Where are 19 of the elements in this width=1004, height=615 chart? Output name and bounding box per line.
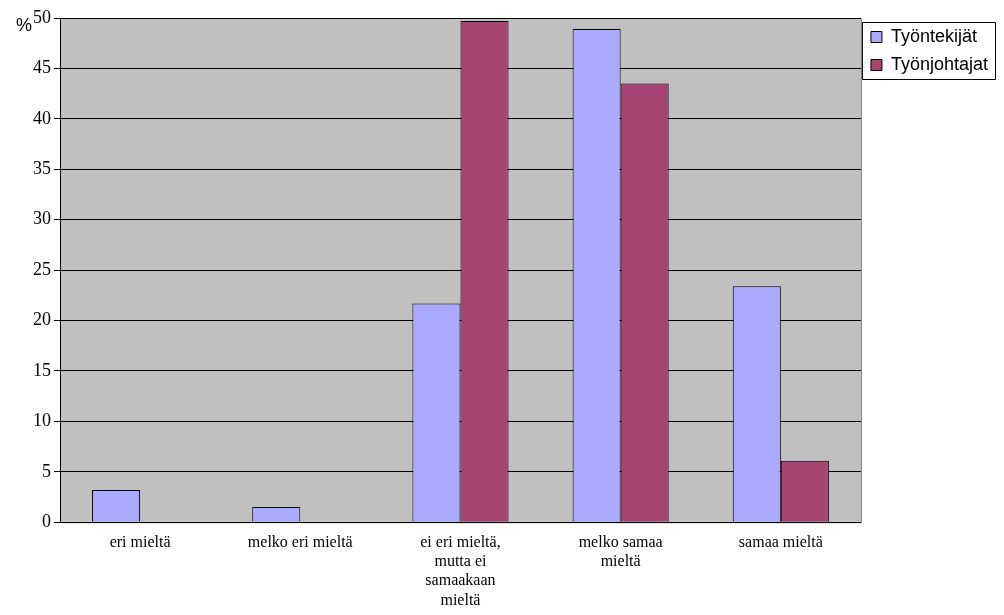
y-tick-label: 10 (33, 410, 51, 431)
x-tick-label: eri mieltä (109, 533, 171, 550)
y-tick-label: 20 (33, 309, 51, 330)
y-tick-label: 45 (33, 57, 51, 78)
x-tick-label: melko samaa mieltä (578, 533, 663, 570)
y-tick-label: 35 (33, 157, 51, 178)
y-tick-label: 40 (33, 107, 51, 128)
x-tick-label: melko eri mieltä (247, 533, 353, 550)
y-tick-label: 30 (33, 208, 51, 229)
x-tick-label: samaa mieltä (738, 533, 823, 550)
x-tick-label: ei eri mieltä, mutta ei samaakaan mieltä (420, 533, 501, 608)
y-tick-label: 5 (42, 460, 51, 481)
y-tick-label: 50 (33, 6, 51, 27)
y-tick-label: 15 (33, 359, 51, 380)
legend-label: Työnjohtajat (890, 53, 989, 74)
legend-label: Työntekijät (890, 25, 977, 46)
y-tick-label: 25 (33, 258, 51, 279)
y-axis-title: % (15, 14, 33, 35)
y-tick-label: 0 (42, 510, 51, 531)
